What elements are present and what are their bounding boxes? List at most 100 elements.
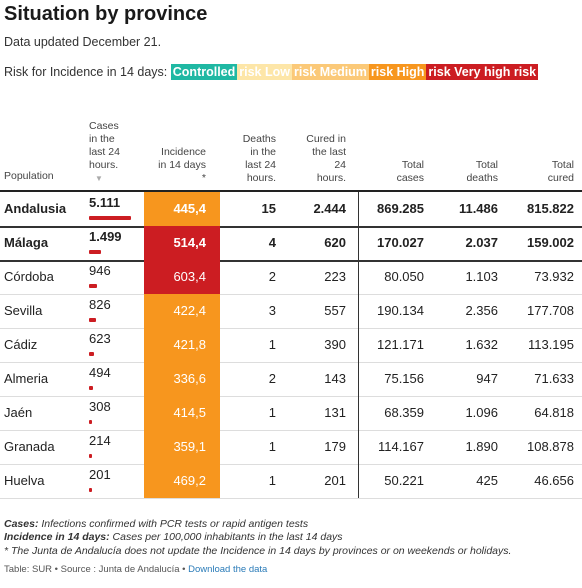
province-name: Jaén bbox=[4, 405, 33, 420]
cured-value: 179 bbox=[324, 439, 346, 454]
province-name: Cádiz bbox=[4, 337, 38, 352]
incidence-value: 421,8 bbox=[173, 337, 206, 352]
incidence-value: 514,4 bbox=[173, 235, 206, 250]
header-incidence[interactable]: Incidence in 14 days * bbox=[150, 146, 206, 185]
header-total-deaths-line1: Total bbox=[475, 159, 498, 171]
column-divider bbox=[358, 294, 359, 328]
cases-cell: 308 bbox=[88, 396, 138, 430]
header-total-cases-line2: cases bbox=[396, 172, 424, 184]
footnote-cases-label: Cases: bbox=[4, 518, 39, 530]
cases-cell: 826 bbox=[88, 294, 138, 328]
sort-desc-icon: ▼ bbox=[95, 174, 103, 183]
credits: Table: SUR • Source : Junta de Andalucía… bbox=[4, 564, 267, 575]
column-divider bbox=[358, 362, 359, 396]
header-incidence-line3: * bbox=[201, 172, 206, 184]
header-total-deaths[interactable]: Total deaths bbox=[438, 159, 498, 185]
credits-text: Table: SUR • Source : Junta de Andalucía… bbox=[4, 564, 189, 575]
cured-value: 143 bbox=[324, 371, 346, 386]
header-deaths-line4: hours. bbox=[246, 172, 276, 184]
cured-value: 620 bbox=[324, 235, 346, 250]
cases-cell: 5.111 bbox=[88, 192, 138, 226]
total-cases-value: 114.167 bbox=[377, 439, 424, 454]
total-cured-value: 113.195 bbox=[527, 337, 574, 352]
header-cured-line1: Cured in bbox=[306, 133, 346, 145]
total-deaths-value: 2.356 bbox=[465, 303, 498, 318]
deaths-value: 2 bbox=[268, 269, 276, 284]
legend-label: Risk for Incidence in 14 days: bbox=[4, 65, 168, 79]
total-cured-value: 64.818 bbox=[534, 405, 574, 420]
cases-value: 946 bbox=[89, 263, 111, 278]
total-cured-value: 177.708 bbox=[527, 303, 574, 318]
incidence-value: 359,1 bbox=[173, 439, 206, 454]
download-data-link[interactable]: Download the data bbox=[188, 564, 268, 575]
header-cases[interactable]: Cases in the last 24 hours. ▼ bbox=[89, 120, 120, 185]
cured-value: 223 bbox=[324, 269, 346, 284]
footnote-incidence-text: Cases per 100,000 inhabitants in the las… bbox=[109, 531, 343, 543]
header-incidence-line1: Incidence bbox=[161, 146, 206, 158]
legend-chip-low: risk Low bbox=[237, 64, 292, 80]
incidence-cell: 359,1 bbox=[144, 430, 220, 464]
province-name: Granada bbox=[4, 439, 55, 454]
cured-value: 131 bbox=[324, 405, 346, 420]
legend-chip-medium: risk Medium bbox=[291, 64, 369, 80]
header-deaths-line3: last 24 bbox=[245, 159, 276, 171]
column-divider bbox=[358, 192, 359, 226]
header-cases-line1: Cases bbox=[89, 120, 119, 132]
total-cured-value: 71.633 bbox=[534, 371, 574, 386]
cured-value: 201 bbox=[324, 473, 346, 488]
header-deaths[interactable]: Deaths in the last 24 hours. bbox=[226, 133, 276, 185]
column-divider bbox=[358, 260, 359, 294]
total-cases-value: 190.134 bbox=[377, 303, 424, 318]
table-row: Cádiz 623 421,8 1 390 121.171 1.632 113.195 bbox=[0, 328, 582, 363]
table-row: Granada 214 359,1 1 179 114.167 1.890 108.878 bbox=[0, 430, 582, 465]
deaths-value: 1 bbox=[268, 337, 276, 352]
footnote-incidence: Incidence in 14 days: Cases per 100,000 … bbox=[4, 531, 343, 543]
table-row: Andalusia 5.111 445,4 15 2.444 869.285 11.486 8… bbox=[0, 192, 582, 228]
header-total-cured-line1: Total bbox=[551, 159, 574, 171]
header-total-cases[interactable]: Total cases bbox=[364, 159, 424, 185]
cases-value: 201 bbox=[89, 467, 111, 482]
cured-value: 390 bbox=[324, 337, 346, 352]
cured-value: 557 bbox=[324, 303, 346, 318]
column-divider bbox=[358, 226, 359, 260]
header-cases-line3: last 24 bbox=[89, 146, 120, 158]
deaths-value: 3 bbox=[268, 303, 276, 318]
deaths-value: 1 bbox=[268, 405, 276, 420]
updated-note: Data updated December 21. bbox=[4, 35, 162, 49]
table-row: Jaén 308 414,5 1 131 68.359 1.096 64.818 bbox=[0, 396, 582, 431]
header-cases-line4: hours. bbox=[89, 159, 119, 171]
incidence-cell: 336,6 bbox=[144, 362, 220, 396]
total-deaths-value: 1.103 bbox=[465, 269, 498, 284]
total-cured-value: 73.932 bbox=[534, 269, 574, 284]
table-row: Córdoba 946 603,4 2 223 80.050 1.103 73.932 bbox=[0, 260, 582, 295]
total-deaths-value: 947 bbox=[476, 371, 498, 386]
header-cases-line2: in the bbox=[89, 133, 115, 145]
incidence-cell: 603,4 bbox=[144, 260, 220, 294]
footnote-cases: Cases: Infections confirmed with PCR tes… bbox=[4, 518, 308, 530]
column-divider bbox=[358, 328, 359, 362]
header-total-cured[interactable]: Total cured bbox=[514, 159, 574, 185]
incidence-cell: 445,4 bbox=[144, 192, 220, 226]
header-cured[interactable]: Cured in the last 24 hours. bbox=[296, 133, 346, 185]
province-name: Málaga bbox=[4, 235, 49, 250]
column-divider bbox=[358, 430, 359, 464]
incidence-value: 445,4 bbox=[173, 201, 206, 216]
cases-bar bbox=[89, 352, 95, 356]
total-deaths-value: 1.890 bbox=[465, 439, 498, 454]
incidence-value: 603,4 bbox=[173, 269, 206, 284]
cases-cell: 946 bbox=[88, 260, 138, 294]
header-population[interactable]: Population bbox=[4, 170, 54, 182]
incidence-value: 414,5 bbox=[173, 405, 206, 420]
table-row: Málaga 1.499 514,4 4 620 170.027 2.037 159.002 bbox=[0, 226, 582, 262]
deaths-value: 1 bbox=[268, 473, 276, 488]
header-total-cured-line2: cured bbox=[547, 172, 574, 184]
risk-legend: Risk for Incidence in 14 days: Controlle… bbox=[4, 64, 539, 80]
incidence-cell: 421,8 bbox=[144, 328, 220, 362]
total-cured-value: 108.878 bbox=[527, 439, 574, 454]
column-divider bbox=[358, 464, 359, 498]
header-deaths-line1: Deaths bbox=[242, 133, 276, 145]
cases-cell: 201 bbox=[88, 464, 138, 498]
header-deaths-line2: in the bbox=[250, 146, 276, 158]
total-cured-value: 815.822 bbox=[527, 201, 574, 216]
province-name: Sevilla bbox=[4, 303, 43, 318]
